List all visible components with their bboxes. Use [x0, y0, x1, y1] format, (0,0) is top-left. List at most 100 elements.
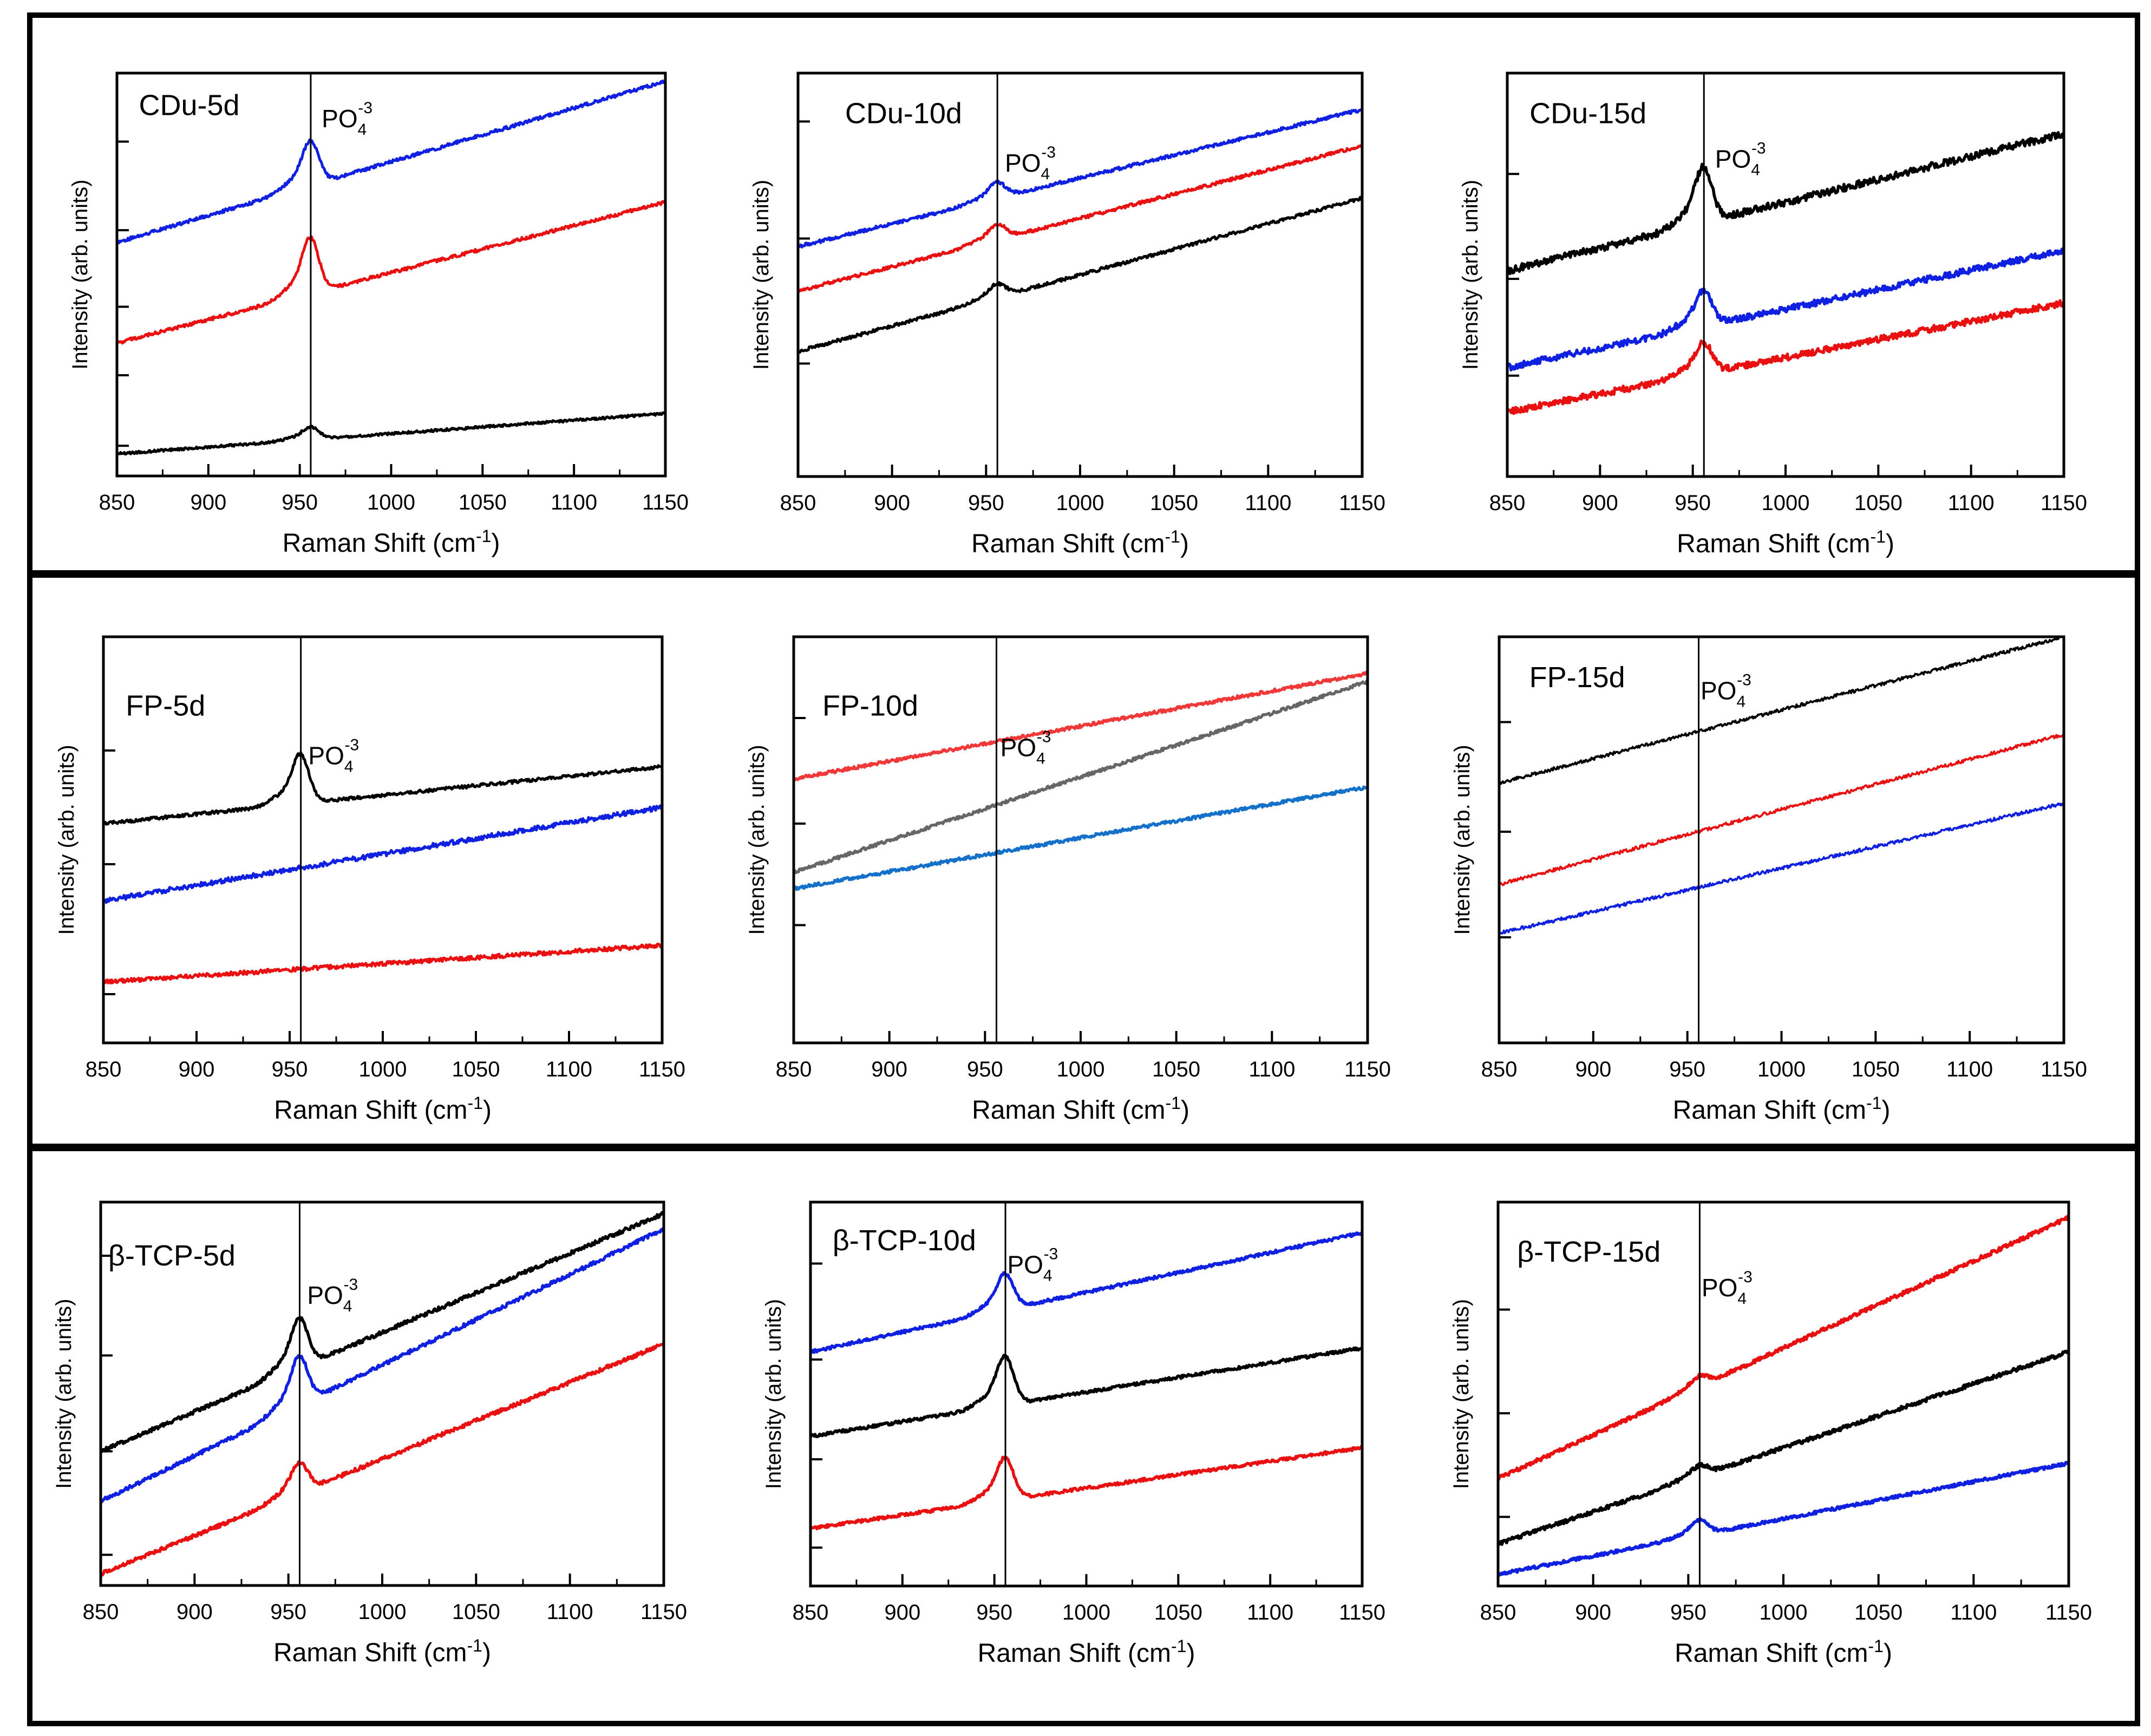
- series-line-black: [103, 751, 662, 826]
- x-tick-label: 1050: [452, 1058, 500, 1081]
- x-tick-label: 850: [1481, 1058, 1518, 1081]
- x-tick-label: 850: [1480, 1601, 1516, 1624]
- x-tick-label: 950: [272, 1058, 308, 1081]
- x-tick-label: 1050: [1854, 491, 1902, 515]
- y-axis-label: Intensity (arb. units): [762, 1299, 786, 1489]
- series-line-red: [101, 1342, 664, 1577]
- x-tick-label: 1100: [1248, 1058, 1295, 1081]
- x-axis-label-superscript: -1: [1171, 1636, 1186, 1656]
- x-axis-label-main: Raman Shift (cm: [274, 1096, 467, 1125]
- x-axis-label-superscript: -1: [467, 1093, 482, 1113]
- x-tick-label: 1050: [1854, 1601, 1902, 1624]
- x-axis-label-end: ): [1881, 1096, 1890, 1125]
- peak-annotation-main: PO: [1701, 677, 1736, 705]
- x-tick-label: 850: [86, 1058, 122, 1081]
- series-line-black: [798, 195, 1362, 354]
- peak-annotation-subscript: 4: [358, 121, 367, 139]
- peak-annotation: PO4 -3: [1005, 143, 1056, 183]
- peak-annotation-superscript: -3: [358, 99, 372, 117]
- x-tick-label: 1000: [1062, 1601, 1110, 1624]
- series-line-gray: [794, 679, 1368, 874]
- peak-annotation-subscript: 4: [343, 1297, 352, 1315]
- x-axis-label-main: Raman Shift (cm: [1673, 1096, 1866, 1125]
- x-tick-label: 950: [967, 1058, 1003, 1081]
- x-tick-label: 850: [780, 491, 816, 515]
- series-line-red: [1499, 733, 2064, 886]
- x-tick-label: 1100: [1946, 1058, 1993, 1081]
- series-line-blue: [1498, 1460, 2069, 1577]
- peak-annotation-subscript: 4: [1737, 1290, 1747, 1308]
- peak-annotation-superscript: -3: [1738, 1268, 1753, 1286]
- x-axis-label-main: Raman Shift (cm: [1675, 1639, 1868, 1668]
- chart-panels: 850 900 950 1000 1050 1100 1150 Raman Shift (cm…: [52, 71, 2092, 1668]
- chart-panel-tcp5: 850 900 950 1000 1050 1100 1150 Raman Shift (cm…: [52, 1200, 687, 1667]
- x-tick-label: 950: [1669, 1058, 1705, 1081]
- panel-title: CDu-10d: [845, 97, 962, 130]
- peak-annotation: PO4 -3: [307, 1276, 358, 1315]
- x-tick-label: 1150: [642, 491, 689, 514]
- peak-annotation: PO4 -3: [1001, 728, 1051, 768]
- x-tick-label: 1150: [1339, 491, 1385, 515]
- series-line-light-blue: [794, 785, 1368, 891]
- peak-annotation-superscript: -3: [1041, 143, 1056, 161]
- x-axis-label-end: ): [1181, 1096, 1189, 1125]
- x-tick-label: 1000: [1762, 491, 1810, 515]
- x-axis-label-main: Raman Shift (cm: [971, 530, 1165, 558]
- peak-annotation-subscript: 4: [1043, 1267, 1052, 1284]
- series-line-black: [1498, 1349, 2069, 1546]
- x-tick-label: 1150: [1344, 1058, 1391, 1081]
- peak-annotation-main: PO: [1005, 149, 1041, 177]
- x-tick-label: 1150: [639, 1058, 685, 1081]
- x-tick-label: 1100: [551, 491, 597, 514]
- x-axis-label: Raman Shift (cm-1): [273, 1636, 491, 1667]
- peak-annotation: PO4 -3: [1701, 671, 1751, 711]
- x-axis-label: Raman Shift (cm-1): [978, 1636, 1195, 1668]
- x-tick-label: 1050: [1152, 1058, 1200, 1081]
- x-axis-label: Raman Shift (cm-1): [1677, 527, 1894, 558]
- peak-annotation-subscript: 4: [1041, 165, 1050, 183]
- series-line-red: [1498, 1215, 2069, 1481]
- series-line-red: [1507, 299, 2064, 415]
- series-line-blue: [101, 1227, 664, 1504]
- panel-title: β-TCP-15d: [1517, 1236, 1660, 1268]
- series-line-blue: [798, 108, 1362, 249]
- x-axis-label-superscript: -1: [1866, 1093, 1881, 1113]
- x-tick-label: 850: [1489, 491, 1526, 515]
- peak-annotation: PO4 -3: [308, 736, 359, 776]
- peak-annotation-superscript: -3: [1751, 139, 1766, 157]
- x-tick-label: 1150: [1339, 1601, 1385, 1624]
- x-axis-label: Raman Shift (cm-1): [971, 527, 1189, 558]
- y-axis-label: Intensity (arb. units): [1459, 180, 1482, 370]
- peak-annotation: PO4 -3: [1007, 1245, 1058, 1284]
- x-tick-label: 1100: [1948, 491, 1995, 515]
- x-axis-label-superscript: -1: [1868, 1636, 1883, 1656]
- x-tick-label: 1150: [640, 1600, 687, 1624]
- x-tick-label: 1000: [359, 1058, 407, 1081]
- x-axis-label-end: ): [1884, 1639, 1892, 1668]
- panel-title: FP-10d: [822, 690, 918, 722]
- peak-annotation-superscript: -3: [1737, 671, 1751, 689]
- x-tick-label: 950: [1675, 491, 1711, 515]
- peak-annotation-superscript: -3: [1037, 728, 1051, 746]
- row-frame-3: [27, 1146, 2140, 1726]
- x-axis-label-main: Raman Shift (cm: [273, 1639, 467, 1667]
- x-tick-label: 1050: [1852, 1058, 1900, 1081]
- series-line-blue: [103, 804, 662, 904]
- x-tick-label: 1000: [367, 491, 415, 514]
- x-tick-label: 1100: [546, 1058, 592, 1081]
- chart-panel-cdu10: 850 900 950 1000 1050 1100 1150 Raman Shift (cm…: [749, 71, 1385, 558]
- x-tick-label: 900: [871, 1058, 907, 1081]
- chart-panel-tcp15: 850 900 950 1000 1050 1100 1150 Raman Shift (cm…: [1449, 1200, 2092, 1668]
- x-tick-label: 900: [1575, 1601, 1611, 1624]
- x-axis-label-superscript: -1: [1165, 1093, 1180, 1113]
- x-tick-label: 850: [83, 1600, 119, 1624]
- chart-panel-fp15: 850 900 950 1000 1050 1100 1150 Raman Shift (cm…: [1450, 635, 2087, 1125]
- x-tick-label: 1000: [1757, 1058, 1806, 1081]
- x-tick-label: 1050: [459, 491, 507, 514]
- x-axis-label: Raman Shift (cm-1): [1673, 1093, 1891, 1125]
- y-axis-label: Intensity (arb. units): [1450, 745, 1474, 935]
- series-line-blue: [117, 79, 665, 245]
- panel-title: FP-15d: [1529, 661, 1625, 694]
- peak-annotation-main: PO: [308, 742, 344, 770]
- x-axis-label-end: ): [491, 529, 500, 558]
